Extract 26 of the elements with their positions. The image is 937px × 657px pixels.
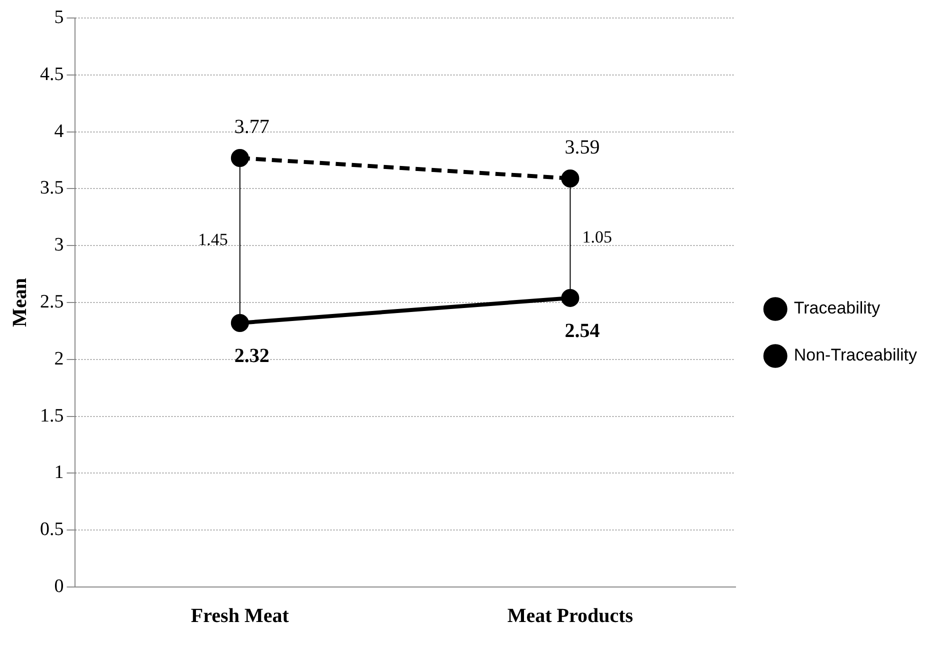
y-tick-label: 3.5 (40, 178, 64, 199)
legend-label: Traceability (794, 298, 881, 318)
annotation: 1.45 (198, 230, 228, 249)
y-tick-label: 4 (54, 120, 64, 142)
y-tick-label: 1.5 (40, 405, 64, 426)
y-tick-label: 0.5 (40, 519, 64, 540)
y-tick-label: 2.5 (40, 291, 64, 312)
point (230, 314, 249, 332)
data-label: 3.77 (234, 116, 270, 138)
point (230, 148, 249, 167)
x-tick-label: Fresh Meat (190, 605, 290, 628)
point (561, 169, 580, 188)
data-label: 3.59 (564, 136, 600, 159)
y-tick-label: 2 (54, 348, 64, 370)
y-tick-label: 0 (54, 576, 64, 597)
point (561, 288, 580, 307)
data-label: 2.32 (234, 345, 270, 368)
y-axis-title: Mean (9, 278, 32, 327)
y-tick-label: 3 (54, 234, 64, 256)
x-tick-label: Meat Products (507, 605, 634, 628)
y-tick-label: 4.5 (40, 64, 64, 85)
data-label: 2.54 (564, 320, 600, 342)
annotation: 1.05 (582, 228, 612, 247)
legend-label: Non-Traceability (794, 346, 918, 365)
y-tick-label: 5 (54, 6, 64, 28)
y-tick-label: 1 (54, 462, 64, 484)
